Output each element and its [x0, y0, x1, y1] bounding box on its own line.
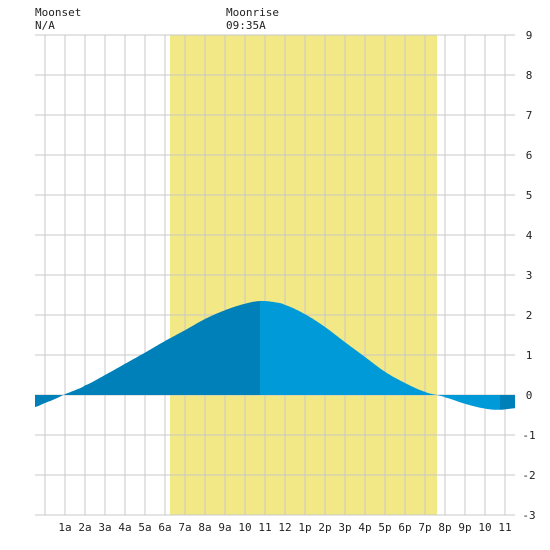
- y-tick-label: 3: [526, 269, 533, 282]
- moonset-label: Moonset: [35, 6, 82, 19]
- y-tick-label: -1: [522, 429, 535, 442]
- y-tick-label: -2: [522, 469, 535, 482]
- x-tick-label: 8p: [438, 521, 451, 534]
- x-axis: 1a 2a 3a 4a 5a 6a 7a 8a 9a 10 11 12 1p 2p 3p 4p 5p 6p 7p 8p…: [58, 521, 511, 534]
- x-tick-label: 5p: [378, 521, 391, 534]
- moonrise-label: Moonrise: [226, 6, 279, 19]
- x-tick-label: 6p: [398, 521, 411, 534]
- y-tick-label: 6: [526, 149, 533, 162]
- x-tick-label: 9a: [218, 521, 231, 534]
- y-axis: -3 -2 -1 0 1 2 3 4 5 6 7 8 9: [522, 29, 535, 522]
- y-tick-label: 5: [526, 189, 533, 202]
- x-tick-label: 6a: [158, 521, 171, 534]
- y-tick-label: 1: [526, 349, 533, 362]
- x-tick-label: 7a: [178, 521, 191, 534]
- x-tick-label: 3a: [98, 521, 111, 534]
- x-tick-label: 10: [478, 521, 491, 534]
- y-tick-label: 4: [526, 229, 533, 242]
- y-tick-label: 9: [526, 29, 533, 42]
- tide-falling-area: [260, 300, 500, 410]
- y-tick-label: 8: [526, 69, 533, 82]
- x-tick-label: 4a: [118, 521, 131, 534]
- x-tick-label: 1a: [58, 521, 71, 534]
- x-tick-label: 10: [238, 521, 251, 534]
- y-tick-label: 0: [526, 389, 533, 402]
- x-tick-label: 3p: [338, 521, 351, 534]
- x-tick-label: 11: [498, 521, 511, 534]
- y-tick-label: -3: [522, 509, 535, 522]
- tide-area: [35, 300, 515, 410]
- x-tick-label: 12: [278, 521, 291, 534]
- x-tick-label: 4p: [358, 521, 371, 534]
- x-tick-label: 1p: [298, 521, 311, 534]
- tide-rising-area: [35, 301, 260, 407]
- grid: [35, 34, 515, 516]
- x-tick-label: 9p: [458, 521, 471, 534]
- moonrise-value: 09:35A: [226, 19, 266, 32]
- x-tick-label: 7p: [418, 521, 431, 534]
- moonset-value: N/A: [35, 19, 55, 32]
- x-tick-label: 2a: [78, 521, 91, 534]
- tide-rising-area-late: [500, 395, 515, 410]
- x-tick-label: 11: [258, 521, 271, 534]
- y-tick-label: 2: [526, 309, 533, 322]
- x-tick-label: 2p: [318, 521, 331, 534]
- y-tick-label: 7: [526, 109, 533, 122]
- x-tick-label: 8a: [198, 521, 211, 534]
- x-tick-label: 5a: [138, 521, 151, 534]
